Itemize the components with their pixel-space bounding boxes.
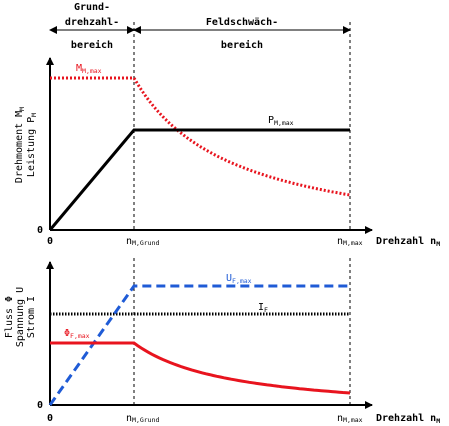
bottom-y-label: Fluss Φ Spannung U Strom I — [4, 287, 37, 347]
flux-label: ΦF,max — [64, 328, 90, 340]
bottom-x-tick-grund: nM,Grund — [126, 413, 160, 424]
bottom-x-zero: 0 — [47, 413, 53, 424]
bottom-ylabel-line3: Strom I — [26, 296, 37, 338]
region-right-line1: Feldschwäch- — [206, 17, 278, 28]
region-header: Grund- drehzahl- bereich Feldschwäch- be… — [49, 2, 351, 51]
torque-label: MM,max — [76, 63, 102, 75]
top-x-tick-max: nM,max — [337, 236, 363, 247]
top-ylabel-line1: Drehmoment M — [14, 111, 25, 183]
voltage-label: UF,max — [226, 273, 252, 285]
region-left-line2: drehzahl- — [65, 17, 119, 28]
voltage-curve — [48, 284, 350, 406]
top-plot: Drehmoment MM Leistung PM MM,max PM,max … — [14, 57, 440, 248]
bottom-plot: Fluss Φ Spannung U Strom I UF,max IF ΦF,… — [4, 261, 440, 425]
flux-curve — [50, 341, 351, 395]
region-left-line1: Grund- — [74, 2, 110, 13]
power-label: PM,max — [268, 115, 294, 127]
torque-curve — [50, 76, 351, 197]
bottom-x-label: Drehzahl nM — [376, 413, 440, 425]
top-x-tick-grund: nM,Grund — [126, 236, 160, 247]
current-label: IF — [258, 302, 268, 314]
top-ylabel-line1-sub: M — [18, 107, 26, 111]
top-x-zero: 0 — [47, 236, 53, 247]
region-left-line3: bereich — [71, 39, 113, 51]
guide-lines — [133, 22, 351, 405]
top-y-zero: 0 — [37, 225, 43, 236]
top-x-label: Drehzahl nM — [376, 236, 440, 248]
bottom-ylabel-line1: Fluss Φ — [4, 296, 15, 338]
region-right-line2: bereich — [221, 39, 263, 51]
bottom-ylabel-line2: Spannung U — [15, 287, 26, 347]
top-ylabel-line2: Leistung P — [26, 117, 37, 177]
svg-text:Drehmoment MM: Drehmoment MM — [14, 107, 26, 183]
bottom-x-tick-max: nM,max — [337, 413, 363, 424]
top-y-label: Drehmoment MM Leistung PM — [14, 107, 38, 183]
power-curve — [48, 128, 350, 231]
top-ylabel-line2-sub: M — [30, 113, 38, 117]
bottom-y-zero: 0 — [37, 400, 43, 411]
svg-text:Leistung PM: Leistung PM — [26, 113, 38, 177]
